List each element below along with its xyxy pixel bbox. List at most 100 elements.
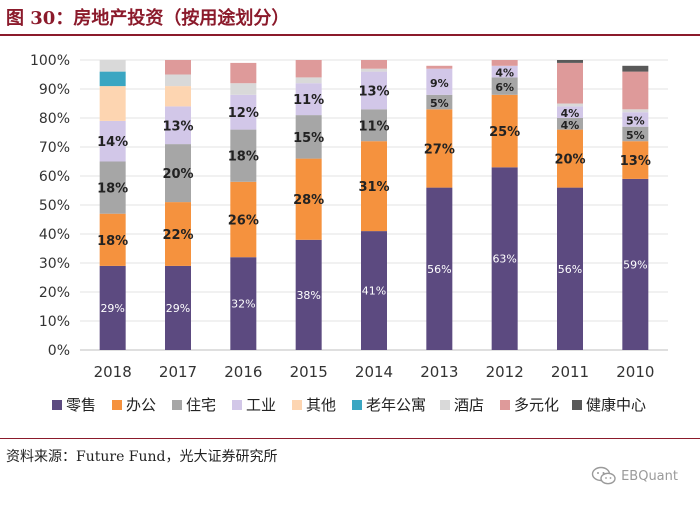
data-label: 22% — [162, 228, 193, 243]
data-label: 14% — [97, 135, 128, 150]
bar-segment — [361, 231, 387, 350]
data-label: 6% — [495, 81, 514, 94]
data-label: 56% — [558, 263, 582, 276]
legend-item: 酒店 — [440, 396, 484, 414]
bar-segment — [491, 60, 518, 66]
data-label: 26% — [228, 214, 259, 229]
bar-segment — [230, 94, 257, 130]
data-label: 9% — [430, 77, 449, 90]
data-label: 28% — [293, 193, 324, 208]
x-tick-label: 2012 — [486, 363, 524, 381]
source-note: 资料来源：Future Fund，光大证券研究所 — [6, 449, 278, 465]
y-tick-label: 60% — [39, 169, 70, 185]
legend-item: 办公 — [112, 396, 156, 414]
y-tick-label: 80% — [39, 111, 70, 127]
x-tick-label: 2011 — [551, 363, 589, 381]
legend-item: 零售 — [52, 396, 96, 414]
legend-label: 其他 — [306, 396, 336, 414]
data-label: 12% — [228, 106, 259, 121]
title-divider — [0, 34, 700, 36]
bar-segment — [557, 129, 583, 188]
data-label: 18% — [97, 234, 128, 249]
bar-segment — [557, 62, 583, 104]
data-label: 25% — [489, 125, 520, 140]
bar-segment — [230, 129, 257, 182]
data-label: 13% — [620, 154, 651, 169]
x-tick-label: 2017 — [159, 363, 197, 381]
data-label: 20% — [554, 153, 585, 168]
bar-segment — [361, 109, 387, 142]
bar-segment — [491, 167, 518, 350]
y-tick-label: 100% — [30, 53, 70, 69]
data-label: 41% — [362, 285, 386, 298]
data-label: 11% — [358, 119, 389, 134]
data-label: 5% — [430, 97, 449, 110]
bar-segment — [99, 161, 126, 214]
stacked-bar-chart: 0% 10% 20% 30% 40% 50% 60% 70% 80% 90% 100% 29% 18%… — [30, 53, 668, 414]
watermark-text: EBQuant — [621, 468, 678, 484]
legend-swatch — [172, 400, 182, 410]
figure-title: 图 30：房地产投资（按用途划分） — [6, 8, 290, 29]
legend-label: 健康中心 — [586, 396, 646, 414]
chart-bars: 29% 18% 18% 14% 29% 22% 20% 13% 32% 26% 18% 12% 38% 2… — [97, 60, 651, 350]
data-label: 15% — [293, 131, 324, 146]
data-label: 38% — [296, 289, 320, 302]
data-label: 20% — [162, 167, 193, 182]
legend-label: 工业 — [246, 396, 276, 414]
bar-segment — [426, 109, 453, 188]
data-label: 56% — [427, 263, 451, 276]
bar-segment — [165, 86, 191, 107]
bar-segment — [557, 60, 583, 63]
legend-swatch — [352, 400, 362, 410]
legend-label: 零售 — [66, 396, 96, 414]
data-label: 63% — [492, 253, 516, 266]
x-tick-label: 2014 — [355, 363, 393, 381]
x-tick-label: 2010 — [616, 363, 654, 381]
bar-segment — [557, 187, 583, 350]
data-label: 4% — [561, 107, 580, 120]
y-tick-label: 0% — [48, 343, 70, 359]
bar-segment — [295, 158, 322, 240]
data-label: 4% — [495, 67, 514, 80]
bar-segment — [230, 257, 257, 350]
legend-swatch — [112, 400, 122, 410]
x-tick-label: 2013 — [420, 363, 458, 381]
legend-label: 酒店 — [454, 396, 484, 414]
legend-swatch — [52, 400, 62, 410]
data-label: 31% — [358, 180, 389, 195]
bar-segment — [361, 71, 387, 110]
legend-label: 多元化 — [514, 396, 559, 414]
data-label: 5% — [626, 114, 645, 127]
legend-swatch — [292, 400, 302, 410]
data-label: 13% — [358, 84, 389, 99]
data-label: 29% — [166, 302, 190, 315]
bar-segment — [361, 68, 387, 72]
bar-segment — [99, 60, 126, 72]
legend-item: 住宅 — [172, 396, 216, 414]
y-tick-label: 40% — [39, 227, 70, 243]
data-label: 5% — [626, 129, 645, 142]
bar-segment — [230, 62, 257, 84]
bar-segment — [295, 239, 322, 350]
x-tick-label: 2016 — [224, 363, 262, 381]
bar-segment — [165, 60, 191, 75]
legend-label: 老年公寓 — [366, 396, 426, 414]
legend-item: 老年公寓 — [352, 396, 426, 414]
bar-segment — [99, 120, 126, 162]
legend-label: 住宅 — [186, 396, 216, 414]
bar-segment — [622, 109, 649, 113]
bar-segment — [165, 74, 191, 87]
x-axis-tick-labels: 2018 2017 2016 2015 2014 2013 2012 2011 2010 — [94, 363, 655, 381]
bar-segment — [622, 141, 649, 179]
bar-segment — [491, 94, 518, 168]
y-tick-label: 30% — [39, 256, 70, 272]
data-label: 18% — [97, 182, 128, 197]
y-tick-label: 20% — [39, 285, 70, 301]
y-tick-label: 50% — [39, 198, 70, 214]
y-axis-tick-labels: 0% 10% 20% 30% 40% 50% 60% 70% 80% 90% 100% — [30, 53, 70, 359]
legend-item: 多元化 — [500, 396, 559, 414]
bar-segment — [99, 265, 126, 350]
bar-segment — [361, 60, 387, 69]
legend-item: 其他 — [292, 396, 336, 414]
bar-segment — [99, 71, 126, 87]
